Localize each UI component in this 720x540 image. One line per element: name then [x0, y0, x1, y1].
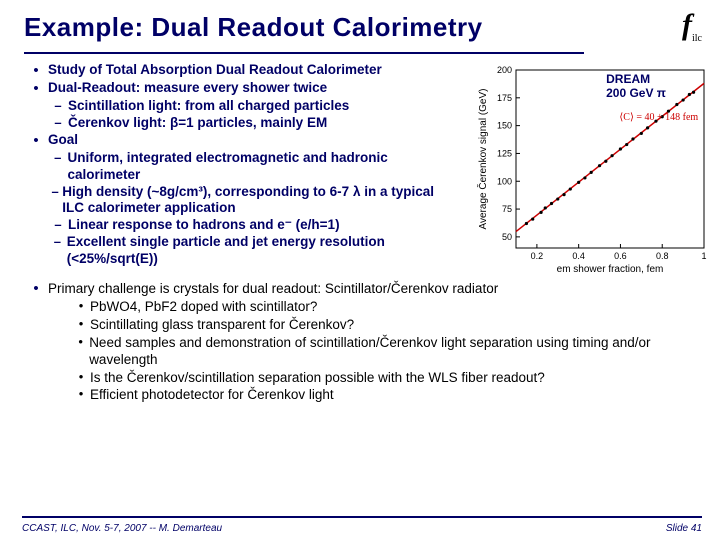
- dash-icon: –: [48, 150, 67, 184]
- title-rule: [24, 52, 584, 54]
- svg-text:200: 200: [497, 65, 512, 75]
- svg-text:0.2: 0.2: [531, 251, 544, 261]
- logo: filc: [682, 8, 702, 44]
- svg-text:125: 125: [497, 148, 512, 158]
- svg-text:0.8: 0.8: [656, 251, 669, 261]
- dream-chart: DREAM 200 GeV π 0.20.40.60.8150751001251…: [474, 62, 714, 276]
- footer-left: CCAST, ILC, Nov. 5-7, 2007 -- M. Demarte…: [22, 523, 222, 534]
- svg-text:0.4: 0.4: [572, 251, 585, 261]
- subbullet-icon: •: [72, 369, 90, 387]
- bullet-icon: •: [24, 132, 48, 149]
- subbullet-icon: •: [72, 334, 89, 369]
- subbullet-icon: •: [72, 316, 90, 334]
- bullet-2: Dual-Readout: measure every shower twice: [48, 80, 327, 97]
- chart-label-2: 200 GeV π: [606, 86, 666, 100]
- bullet-icon: •: [24, 80, 48, 97]
- svg-text:1: 1: [701, 251, 706, 261]
- bullet-4e: Efficient photodetector for Čerenkov lig…: [90, 386, 334, 404]
- dash-icon: –: [48, 217, 68, 234]
- bullet-4a: PbWO4, PbF2 doped with scintillator?: [90, 298, 317, 316]
- bullet-4b: Scintillating glass transparent for Čere…: [90, 316, 354, 334]
- svg-text:Average Čerenkov signal (GeV): Average Čerenkov signal (GeV): [476, 89, 489, 230]
- svg-text:⟨C⟩ = 40 + 148 fem: ⟨C⟩ = 40 + 148 fem: [619, 112, 698, 123]
- chart-label: DREAM 200 GeV π: [606, 72, 666, 101]
- bullet-2a: Scintillation light: from all charged pa…: [68, 98, 349, 115]
- svg-text:100: 100: [497, 176, 512, 186]
- chart-label-1: DREAM: [606, 72, 650, 86]
- chart-plot: 0.20.40.60.815075100125150175200⟨C⟩ = 40…: [474, 62, 714, 276]
- bullet-4c: Need samples and demonstration of scinti…: [89, 334, 694, 369]
- bullet-3a: Uniform, integrated electromagnetic and …: [67, 150, 454, 184]
- svg-text:0.6: 0.6: [614, 251, 627, 261]
- logo-main: f: [682, 8, 692, 41]
- svg-text:150: 150: [497, 121, 512, 131]
- bullet-icon: •: [24, 280, 48, 298]
- bullet-3b: High density (~8g/cm³), corresponding to…: [62, 184, 454, 218]
- footer-rule: [22, 516, 702, 518]
- svg-text:em shower fraction, fem: em shower fraction, fem: [557, 264, 664, 275]
- bullet-1: Study of Total Absorption Dual Readout C…: [48, 62, 382, 79]
- svg-text:50: 50: [502, 232, 512, 242]
- svg-text:75: 75: [502, 204, 512, 214]
- bullet-4: Primary challenge is crystals for dual r…: [48, 280, 498, 298]
- page-title: Example: Dual Readout Calorimetry: [24, 12, 483, 43]
- bullet-icon: •: [24, 62, 48, 79]
- subbullet-icon: •: [72, 386, 90, 404]
- dash-icon: –: [48, 98, 68, 115]
- svg-text:175: 175: [497, 93, 512, 103]
- logo-sub: ilc: [692, 33, 702, 44]
- bullet-4d: Is the Čerenkov/scintillation separation…: [90, 369, 545, 387]
- dash-icon: –: [48, 115, 68, 132]
- dash-icon: –: [48, 234, 67, 268]
- bullet-3: Goal: [48, 132, 78, 149]
- subbullet-icon: •: [72, 298, 90, 316]
- bullet-3d: Excellent single particle and jet energy…: [67, 234, 454, 268]
- bullet-3c: Linear response to hadrons and e⁻ (e/h=1…: [68, 217, 340, 234]
- footer-right: Slide 41: [666, 523, 702, 534]
- dash-icon: –: [48, 184, 62, 218]
- bullet-2b: Čerenkov light: β=1 particles, mainly EM: [68, 115, 327, 132]
